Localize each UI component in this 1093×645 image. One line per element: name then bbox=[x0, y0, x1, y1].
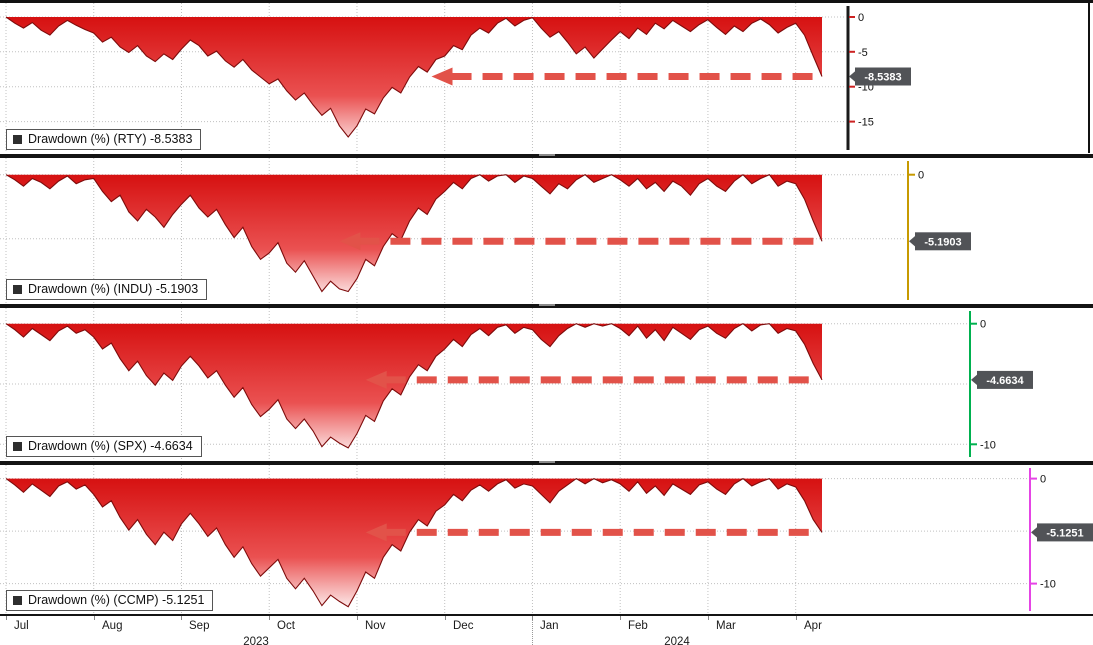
y-axis-tick-label: 0 bbox=[1040, 474, 1046, 486]
panel-rty: 0 -5 -10 -15 -8.5383 Drawdown (%) (RTY) -8.5… bbox=[0, 3, 1093, 153]
panel-svg-3: 0 -10 -5.1251 bbox=[0, 465, 1093, 614]
legend-indu[interactable]: Drawdown (%) (INDU) -5.1903 bbox=[6, 279, 208, 300]
y-axis-tick-label: 0 bbox=[918, 170, 924, 182]
value-badge bbox=[915, 232, 971, 251]
arrow-head-icon bbox=[339, 232, 361, 251]
value-badge-label: -8.5383 bbox=[864, 72, 901, 84]
y-axis-tick-label: -5 bbox=[858, 47, 868, 59]
series-swatch-icon bbox=[13, 441, 22, 451]
value-badge-label: -4.6634 bbox=[986, 375, 1024, 387]
legend-label: Drawdown (%) (INDU) -5.1903 bbox=[28, 282, 199, 296]
drawdown-line bbox=[5, 477, 823, 608]
x-month-tick bbox=[269, 616, 270, 620]
panel-ccmp: 0 -10 -5.1251 Drawdown (%) (CCMP) -5.1251 bbox=[0, 465, 1093, 614]
series-swatch-icon bbox=[13, 134, 22, 144]
drawdown-line bbox=[5, 323, 823, 449]
drawdown-line bbox=[5, 173, 823, 293]
x-month-tick bbox=[6, 616, 7, 620]
y-axis-tick-label: -15 bbox=[858, 117, 874, 129]
drawdown-area bbox=[6, 323, 822, 448]
x-month-label: Feb bbox=[628, 620, 648, 632]
value-badge-notch bbox=[909, 235, 916, 248]
value-badge bbox=[1037, 523, 1093, 542]
y-axis-tick-label: -10 bbox=[980, 439, 996, 451]
x-month-tick bbox=[796, 616, 797, 620]
panel-separator[interactable] bbox=[0, 461, 1093, 465]
arrow-head-icon bbox=[365, 523, 387, 542]
x-month-tick bbox=[445, 616, 446, 620]
value-badge bbox=[977, 370, 1033, 389]
y-axis-tick-label: 0 bbox=[858, 12, 864, 24]
x-axis-separator bbox=[0, 614, 1093, 616]
x-axis-strip: 2023 2024 Jul Aug Sep Oct Nov Dec Jan Feb Mar Apr bbox=[0, 616, 1093, 645]
arrow-head-icon bbox=[431, 67, 453, 86]
drag-handle-icon bbox=[538, 304, 555, 306]
panel-svg-1: 0 -5.1903 bbox=[0, 158, 971, 303]
y-axis-tick-label: -10 bbox=[1040, 579, 1056, 591]
panel-svg-0: 0-5-10-15-8.5383 bbox=[0, 3, 911, 153]
series-swatch-icon bbox=[13, 595, 22, 605]
panel-indu: 0 -5.1903 Drawdown (%) (INDU) -5.1903 bbox=[0, 158, 1093, 303]
legend-label: Drawdown (%) (RTY) -8.5383 bbox=[28, 132, 193, 146]
x-month-tick bbox=[181, 616, 182, 620]
x-month-tick bbox=[620, 616, 621, 620]
year-label: 2024 bbox=[664, 636, 690, 645]
panel-separator[interactable] bbox=[0, 304, 1093, 308]
drag-handle-icon bbox=[538, 461, 555, 463]
y-axis-tick-label: 0 bbox=[980, 319, 986, 331]
year-label: 2023 bbox=[243, 636, 269, 645]
value-badge-notch bbox=[1031, 526, 1038, 539]
panel-spx: 0 -10 -4.6634 Drawdown (%) (SPX) -4.6634 bbox=[0, 308, 1093, 460]
x-month-tick bbox=[708, 616, 709, 620]
drawdown-area bbox=[6, 174, 822, 292]
value-badge bbox=[855, 67, 911, 86]
legend-label: Drawdown (%) (SPX) -4.6634 bbox=[28, 439, 193, 453]
legend-ccmp[interactable]: Drawdown (%) (CCMP) -5.1251 bbox=[6, 590, 214, 611]
series-swatch-icon bbox=[13, 284, 22, 294]
drawdown-area bbox=[6, 478, 822, 607]
legend-spx[interactable]: Drawdown (%) (SPX) -4.6634 bbox=[6, 436, 202, 457]
x-month-tick bbox=[532, 616, 533, 620]
x-month-label: Oct bbox=[277, 620, 295, 632]
drawdown-area bbox=[6, 17, 822, 137]
x-month-label: Dec bbox=[453, 620, 474, 632]
value-badge-notch bbox=[849, 70, 856, 83]
x-month-label: Jul bbox=[14, 620, 29, 632]
arrow-head-icon bbox=[365, 370, 387, 389]
value-badge-label: -5.1251 bbox=[1046, 527, 1083, 539]
x-month-label: Apr bbox=[804, 620, 822, 632]
panel-svg-2: 0 -10 -4.6634 bbox=[0, 308, 1033, 460]
x-month-label: Aug bbox=[102, 620, 123, 632]
x-month-label: Sep bbox=[189, 620, 210, 632]
x-month-tick bbox=[94, 616, 95, 620]
panel-right-border bbox=[1088, 3, 1090, 153]
x-month-tick bbox=[357, 616, 358, 620]
value-badge-notch bbox=[971, 373, 978, 386]
drag-handle-icon bbox=[538, 154, 555, 156]
drawdown-line bbox=[5, 16, 823, 138]
panel-separator[interactable] bbox=[0, 154, 1093, 158]
legend-rty[interactable]: Drawdown (%) (RTY) -8.5383 bbox=[6, 129, 202, 150]
year-divider-line bbox=[532, 616, 533, 645]
x-month-label: Mar bbox=[716, 620, 736, 632]
x-month-label: Jan bbox=[540, 620, 559, 632]
legend-label: Drawdown (%) (CCMP) -5.1251 bbox=[28, 593, 205, 607]
value-badge-label: -5.1903 bbox=[924, 236, 961, 248]
x-month-label: Nov bbox=[365, 620, 386, 632]
